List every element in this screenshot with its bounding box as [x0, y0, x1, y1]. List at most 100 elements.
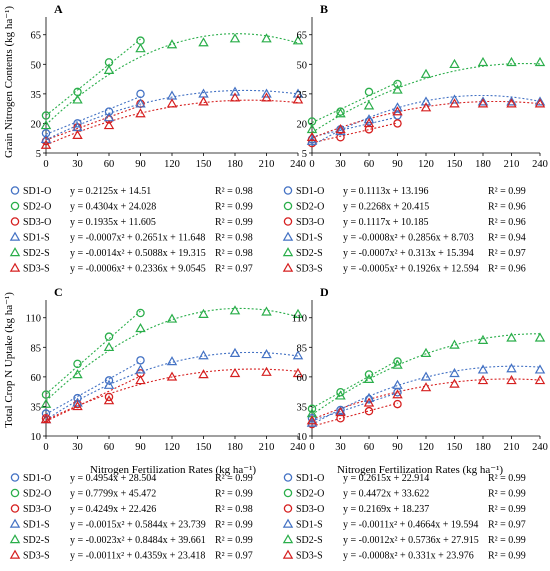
x-tick-label: 210: [259, 442, 275, 453]
trendline-sd1-s: [45, 89, 299, 141]
point-sd3-s: [392, 106, 403, 116]
trendline-sd3-o: [311, 402, 398, 427]
x-tick-label: 60: [364, 159, 375, 170]
legend-name: SD3-S: [23, 551, 50, 562]
legend-equation: y = 0.1935x + 11.605: [70, 217, 156, 228]
point-sd2-s: [135, 43, 146, 53]
legend-marker-sd1-s: [9, 518, 21, 528]
legend-equation: y = 0.2125x + 14.51: [70, 186, 151, 197]
point-sd2-s: [534, 56, 546, 67]
legend-marker-sd2-s: [9, 534, 21, 544]
point-sd1-s: [261, 348, 272, 359]
point-sd2-s: [229, 33, 241, 43]
trendline-sd2-o: [311, 81, 398, 124]
x-tick-label: 120: [164, 159, 180, 170]
point-sd1-s: [306, 417, 318, 427]
point-sd1-s: [363, 114, 375, 124]
legend-marker-sd2-o: [283, 201, 293, 211]
x-tick-label: 60: [104, 442, 115, 453]
point-sd3-s: [40, 414, 52, 424]
y-tick-label: 5: [36, 149, 41, 160]
trendline-sd3-o: [45, 105, 141, 141]
point-sd1-s: [534, 364, 546, 374]
point-sd1-s: [135, 98, 146, 108]
legend-equation: y = 0.2169x + 18.237: [343, 504, 429, 515]
legend-r2: R² = 0.98: [215, 186, 253, 197]
point-sd1-s: [40, 133, 52, 143]
point-sd1-s: [420, 96, 432, 106]
point-sd2-o: [41, 390, 51, 399]
x-tick-label: 120: [418, 159, 434, 170]
point-sd3-s: [506, 98, 517, 108]
trendline-sd2-s: [311, 333, 540, 416]
point-sd3-s: [420, 102, 432, 112]
point-sd2-s: [166, 313, 178, 323]
point-sd3-s: [420, 382, 432, 392]
legend-marker-sd1-s: [282, 231, 294, 241]
legend-r2: R² = 0.99: [488, 535, 526, 546]
point-sd1-s: [534, 96, 546, 106]
panel-B: B 5 20 35 50 65 0 30 60 90 120 150 180 210 240 SD1-O y =…: [282, 2, 548, 275]
point-sd2-s: [72, 369, 83, 379]
legend-equation: y = -0.0015x² + 0.5844x + 23.739: [70, 520, 206, 531]
y-tick-label: 35: [31, 90, 42, 101]
point-sd1-o: [73, 119, 82, 128]
point-sd1-o: [41, 129, 51, 138]
legend-name: SD2-O: [23, 202, 51, 213]
y-tick-label: 65: [31, 31, 42, 42]
y-tick-label: 50: [297, 60, 308, 71]
legend-name: SD3-S: [23, 264, 50, 275]
point-sd3-s: [335, 123, 346, 134]
x-tick-label: 0: [43, 442, 48, 453]
legend-name: SD1-S: [296, 233, 323, 244]
point-sd2-o: [136, 308, 145, 318]
point-sd1-s: [135, 364, 146, 374]
legend-marker-sd1-o: [283, 473, 293, 482]
trendline-sd3-s: [311, 100, 541, 139]
legend-r2: R² = 0.99: [488, 489, 526, 500]
point-sd1-s: [449, 367, 460, 378]
x-tick-label: 180: [227, 442, 243, 453]
y-tick-label: 60: [31, 373, 42, 384]
point-sd3-o: [393, 399, 402, 409]
legend-name: SD2-O: [296, 489, 324, 500]
y-tick-label: 65: [297, 31, 308, 42]
x-tick-label: 60: [364, 442, 375, 453]
point-sd3-s: [198, 96, 209, 106]
point-sd2-s: [392, 359, 403, 369]
point-sd1-s: [72, 397, 83, 407]
y-tick-label: 5: [302, 149, 307, 160]
legend-name: SD3-O: [23, 504, 51, 515]
point-sd1-s: [506, 96, 517, 106]
point-sd2-o: [104, 332, 114, 341]
legend-name: SD2-O: [23, 489, 51, 500]
legend-r2: R² = 0.99: [488, 473, 526, 484]
legend-name: SD2-O: [296, 202, 324, 213]
y-tick-label: 35: [31, 402, 42, 413]
trendline-sd1-s: [45, 351, 299, 421]
x-tick-label: 90: [135, 159, 146, 170]
y-tick-label: 85: [31, 343, 42, 354]
point-sd3-s: [72, 129, 83, 140]
x-tick-label: 120: [418, 442, 434, 453]
trendline-sd2-o: [45, 310, 141, 395]
y-tick-label: 50: [31, 60, 42, 71]
x-tick-label: 120: [164, 442, 180, 453]
x-tick-label: 90: [135, 442, 146, 453]
point-sd3-s: [477, 98, 489, 108]
legend-name: SD1-S: [23, 520, 50, 531]
trendline-sd2-o: [311, 360, 398, 409]
legend-equation: y = -0.0023x² + 0.8484x + 39.661: [70, 535, 206, 546]
legend-marker-sd2-s: [282, 534, 294, 544]
legend-name: SD3-S: [296, 551, 323, 562]
x-tick-label: 150: [196, 159, 212, 170]
legend-equation: y = -0.0011x² + 0.4664x + 19.594: [343, 520, 478, 531]
legend-marker-sd3-o: [283, 217, 293, 226]
x-tick-label: 90: [392, 442, 403, 453]
x-tick-label: 30: [335, 442, 346, 453]
point-sd1-s: [477, 96, 489, 106]
legend-equation: y = -0.0008x² + 0.2856x + 8.703: [343, 233, 474, 244]
point-sd3-s: [103, 119, 115, 130]
y-tick-label: 60: [297, 373, 308, 384]
